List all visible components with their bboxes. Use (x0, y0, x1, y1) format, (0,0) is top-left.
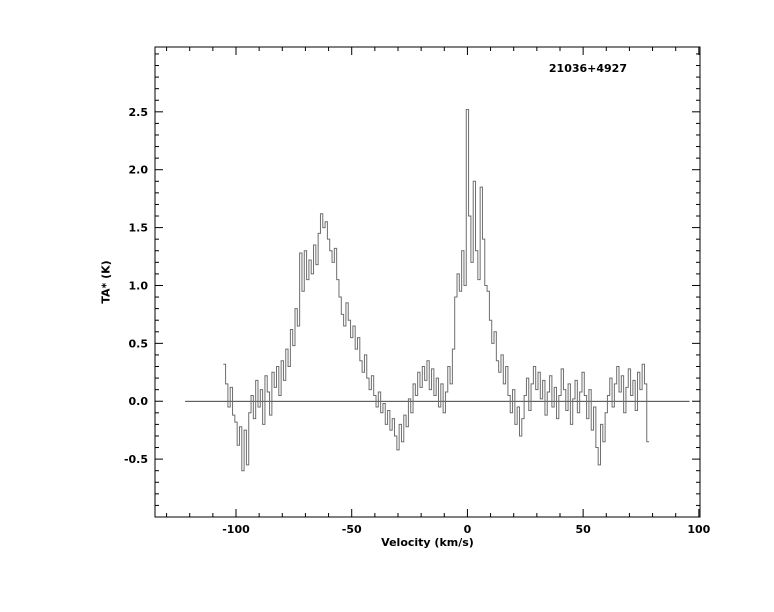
x-tick-label: -50 (342, 523, 362, 536)
y-tick-label: 2.0 (129, 164, 149, 177)
y-tick-label: 0.5 (129, 337, 149, 350)
y-axis-label: TA* (K) (99, 260, 113, 304)
spectrum-line (223, 109, 650, 472)
plot-frame (154, 46, 701, 518)
x-axis-label: Velocity (km/s) (381, 536, 474, 549)
x-tick-label: -100 (222, 523, 250, 536)
y-tick-label: 0.0 (129, 395, 149, 408)
x-tick-label: 0 (464, 523, 472, 536)
source-label: 21036+4927 (548, 62, 627, 75)
y-tick-label: 2.5 (129, 106, 149, 119)
y-tick-label: 1.0 (129, 279, 149, 292)
y-tick-label: -0.5 (124, 453, 148, 466)
x-tick-label: 100 (687, 523, 710, 536)
y-tick-label: 1.5 (129, 222, 149, 235)
x-tick-label: 50 (575, 523, 591, 536)
